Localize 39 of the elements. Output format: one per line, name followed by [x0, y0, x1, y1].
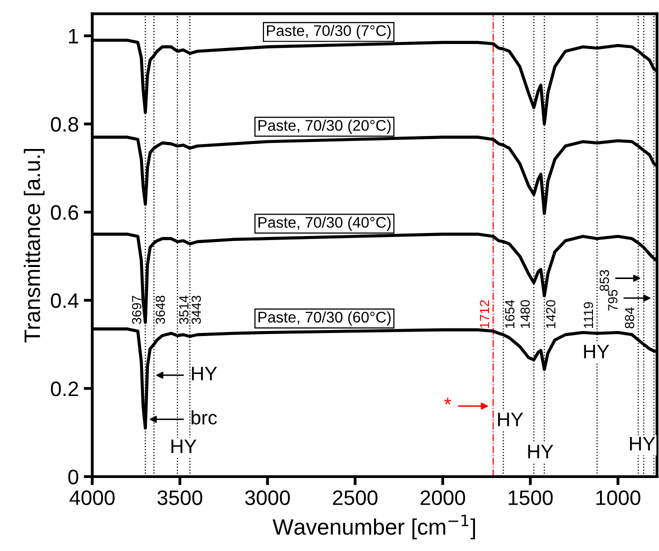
ref-line-label: 795 — [608, 290, 618, 311]
y-tick-label: 0.4 — [50, 293, 78, 308]
ref-line-label: 1119 — [584, 302, 594, 328]
annotation: HY — [498, 412, 524, 426]
ref-line-label: 1420 — [546, 300, 556, 328]
series-label: Paste, 70/30 (20°C) — [258, 120, 391, 134]
y-tick-label: 0.8 — [50, 116, 78, 132]
x-tick-label: 4000 — [70, 490, 115, 506]
annotation: HY — [584, 344, 610, 358]
x-tick-label: 2500 — [332, 490, 378, 506]
series-label: Paste, 70/30 (60°C) — [258, 311, 391, 326]
x-axis-title: Wavenumber [cm$^{−1}$] — [272, 514, 475, 540]
ref-line-label: 853 — [600, 270, 610, 291]
x-tick-label: 2000 — [420, 490, 466, 506]
x-tick-label: 1000 — [596, 490, 640, 506]
ref-line-label: 3443 — [192, 296, 201, 324]
annotation: HY — [192, 366, 217, 380]
series-label: Paste, 70/30 (40°C) — [258, 216, 391, 231]
ref-line-label: 1480 — [520, 300, 530, 328]
y-tick-label: 1 — [69, 29, 78, 44]
x-tick-label: 3500 — [158, 490, 202, 506]
annotation: brc — [192, 410, 217, 425]
x-tick-label: 1500 — [508, 490, 553, 506]
series-label: Paste, 70/30 (7°C) — [267, 24, 391, 40]
ref-line-label: 3514 — [179, 296, 188, 324]
ref-line-label: 884 — [624, 307, 634, 328]
y-tick-label: 0 — [68, 470, 78, 484]
y-axis-title: Transmittance [a.u.] — [24, 149, 45, 342]
ref-line-label: 3697 — [132, 296, 142, 324]
ref-line-label: 1654 — [505, 300, 514, 328]
annotation: HY — [630, 436, 656, 450]
ref-line-label: 1712 — [480, 300, 490, 328]
y-tick-label: 0.2 — [50, 381, 78, 396]
y-tick-label: 0.6 — [50, 205, 78, 220]
x-tick-label: 3000 — [245, 490, 290, 506]
annotation: HY — [528, 444, 554, 458]
annotation: HY — [171, 440, 196, 453]
annotation: * — [444, 398, 452, 405]
ref-line-label: 3648 — [156, 296, 166, 324]
